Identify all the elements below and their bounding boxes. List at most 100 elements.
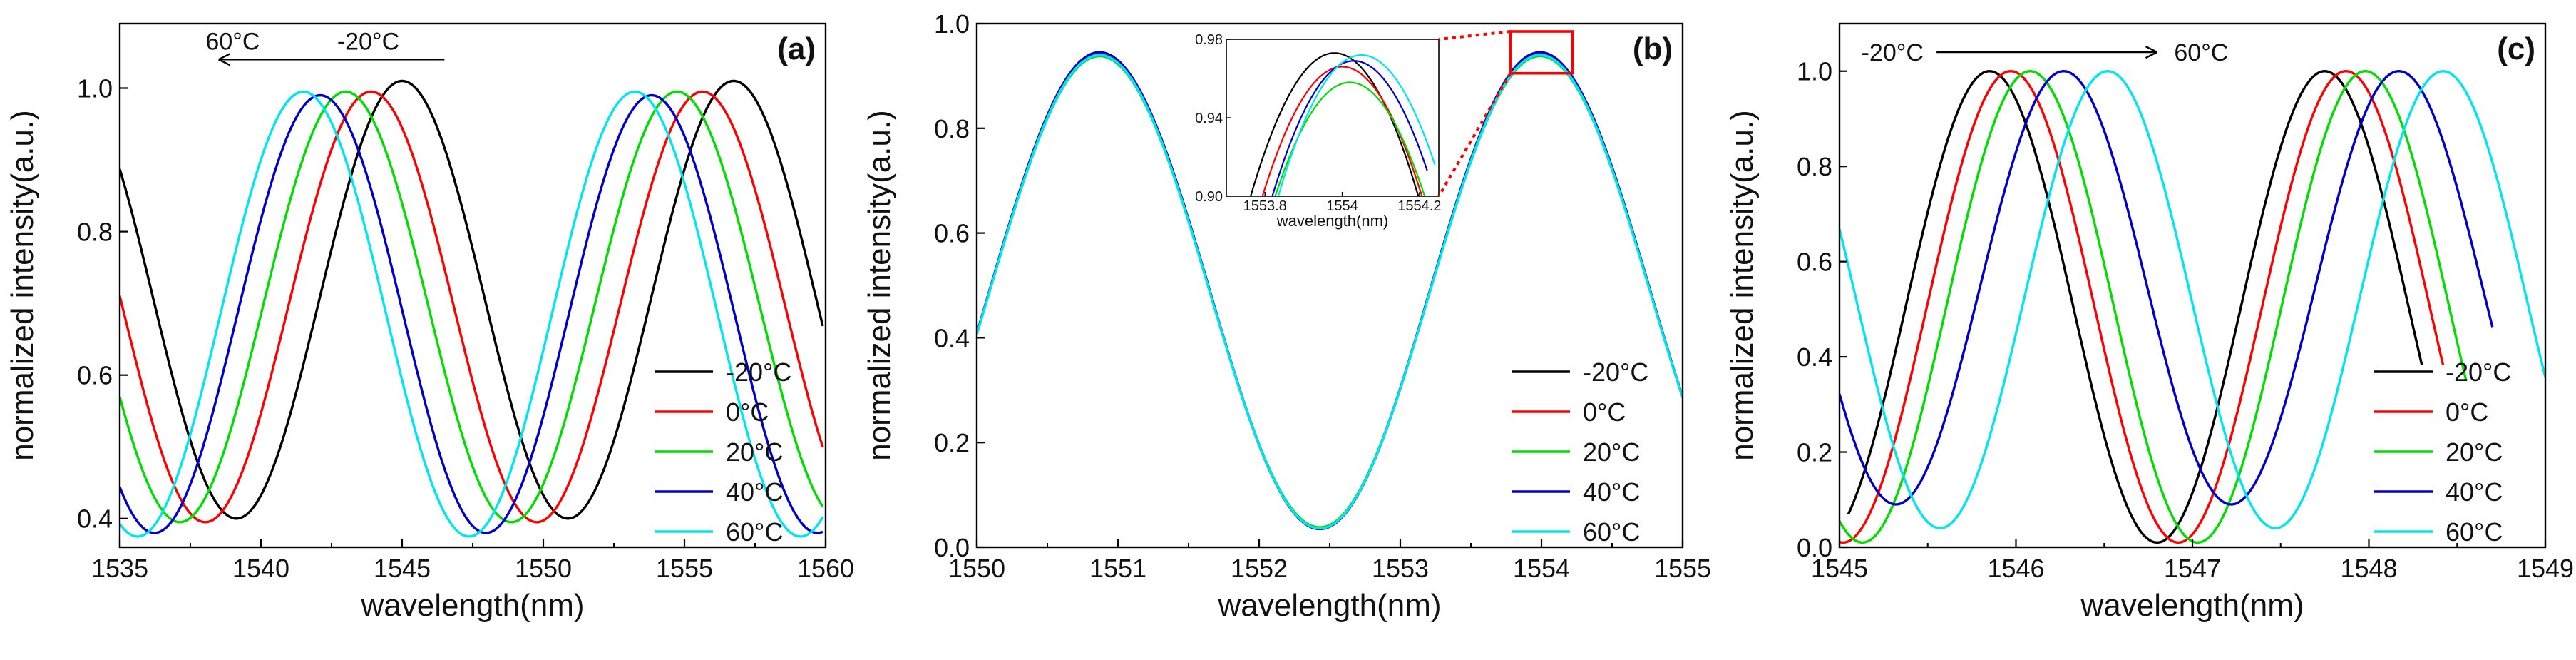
legend-label: 60°C xyxy=(1583,517,1640,547)
y-tick-label: 0.4 xyxy=(77,504,113,534)
y-tick-label: 0.98 xyxy=(1195,32,1223,48)
y-tick-label: 0.0 xyxy=(1797,533,1832,562)
annotation-text-left: -20°C xyxy=(1862,39,1924,66)
y-tick-label: 0.6 xyxy=(77,361,113,390)
x-axis-title: wavelength(nm) xyxy=(360,588,584,623)
series-group xyxy=(1839,70,2545,544)
legend-label: 40°C xyxy=(1583,477,1640,507)
panel-b: 1550 1551 1552 1553 1554 1555 0.0 0.2 0.4 0.6 0.8 1… xyxy=(862,9,1711,623)
series-line-a-2 xyxy=(120,90,824,524)
legend-label: 20°C xyxy=(726,437,783,467)
series-line-c-2 xyxy=(1839,70,2468,544)
panel-label: (a) xyxy=(777,31,816,66)
series-line-a-1 xyxy=(120,90,824,524)
x-tick-label: 1545 xyxy=(374,554,431,583)
x-tick-label: 1540 xyxy=(232,554,289,583)
legend-label: 0°C xyxy=(2446,397,2488,427)
legend-label: 0°C xyxy=(726,397,769,427)
x-tick-label: 1545 xyxy=(1811,554,1868,583)
y-tick-label: 0.2 xyxy=(1797,438,1832,467)
panel-b-inset: 1553.8 1554 1554.2 0.90 0.94 0.98 wavelength(n… xyxy=(1195,32,1441,230)
y-tick-label: 0.8 xyxy=(77,218,113,247)
x-tick-label: 1535 xyxy=(91,554,148,583)
x-tick-label: 1555 xyxy=(656,554,713,583)
legend-label: 0°C xyxy=(1583,397,1626,427)
y-tick-label: 0.6 xyxy=(934,219,970,248)
legend-label: -20°C xyxy=(1583,357,1648,387)
x-tick-label: 1555 xyxy=(1654,554,1711,583)
series-line-c-4 xyxy=(1839,70,2545,529)
annotation-text-left: 60°C xyxy=(205,28,260,55)
legend-label: -20°C xyxy=(726,357,791,387)
series-line-c-1 xyxy=(1839,70,2445,544)
x-axis-title: wavelength(nm) xyxy=(2080,588,2304,623)
x-tick-label: 1550 xyxy=(515,554,572,583)
x-tick-label: 1548 xyxy=(2340,554,2397,583)
inset-background xyxy=(1226,39,1439,196)
x-tick-label: 1551 xyxy=(1089,554,1146,583)
y-tick-label: 0.4 xyxy=(1797,342,1832,372)
series-line-a-4 xyxy=(120,90,824,538)
x-tick-label: 1553.8 xyxy=(1243,198,1287,214)
legend-label: 40°C xyxy=(726,477,783,507)
y-tick-label: 0.4 xyxy=(934,323,970,352)
legend: -20°C 0°C 20°C 40°C 60°C xyxy=(2374,357,2511,547)
legend-label: -20°C xyxy=(2446,357,2511,387)
series-line-b-4 xyxy=(977,54,1683,530)
y-axis-title: normalized intensity(a.u.) xyxy=(5,110,40,461)
series-group xyxy=(120,79,824,538)
series-group xyxy=(1249,52,1436,196)
legend-label: 20°C xyxy=(2446,437,2503,467)
series-line-b-inset-0 xyxy=(1249,52,1420,196)
zoom-connector-top xyxy=(1438,30,1511,41)
x-tick-label: 1554.2 xyxy=(1397,198,1441,214)
plot-frame xyxy=(1838,22,2547,549)
panel-label: (b) xyxy=(1633,31,1673,66)
annotation-arrow-head xyxy=(2145,45,2158,59)
series-line-b-inset-3 xyxy=(1271,60,1428,196)
series-line-c-3 xyxy=(1839,70,2494,506)
legend-label: 20°C xyxy=(1583,437,1640,467)
series-group xyxy=(977,51,1683,530)
legend-label: 60°C xyxy=(2446,517,2503,547)
x-tick-label: 1547 xyxy=(2164,554,2221,583)
legend-label: 60°C xyxy=(726,517,783,547)
annotation-text-right: -20°C xyxy=(337,28,399,55)
x-tick-label: 1549 xyxy=(2517,554,2574,583)
series-line-a-0 xyxy=(120,79,824,520)
series-line-c-0 xyxy=(1847,70,2423,544)
y-tick-label: 0.90 xyxy=(1195,189,1223,205)
legend: -20°C 0°C 20°C 40°C 60°C xyxy=(1512,357,1648,547)
zoom-connector-bottom xyxy=(1437,72,1512,198)
x-axis-title: wavelength(nm) xyxy=(1276,212,1389,230)
panel-a: 1535 1540 1545 1550 1555 1560 0.4 0.6 0.8 1.0 wave… xyxy=(5,22,854,623)
panel-c: 1545 1546 1547 1548 1549 0.0 0.2 0.4 0.6 0.8 1.0 wa… xyxy=(1725,22,2574,623)
panel-label: (c) xyxy=(2497,31,2535,66)
x-tick-label: 1550 xyxy=(948,554,1005,583)
x-tick-label: 1554 xyxy=(1326,198,1358,214)
y-tick-label: 0.2 xyxy=(934,428,970,457)
y-axis-title: normalized intensity(a.u.) xyxy=(1725,110,1760,461)
zoom-highlight-box xyxy=(1509,30,1574,75)
annotation-arrow-head xyxy=(218,53,231,66)
series-line-a-3 xyxy=(120,93,823,534)
y-tick-label: 0.94 xyxy=(1195,111,1223,126)
x-tick-label: 1553 xyxy=(1372,554,1429,583)
x-tick-label: 1552 xyxy=(1231,554,1288,583)
annotation-text-right: 60°C xyxy=(2174,39,2228,66)
y-tick-label: 1.0 xyxy=(1797,57,1832,86)
x-tick-label: 1560 xyxy=(797,554,854,583)
y-tick-label: 0.6 xyxy=(1797,248,1832,277)
y-tick-label: 0.8 xyxy=(1797,152,1832,181)
y-axis-title: normalized intensity(a.u.) xyxy=(862,110,897,461)
y-tick-label: 0.8 xyxy=(934,114,970,143)
y-tick-label: 1.0 xyxy=(934,9,970,39)
y-tick-label: 0.0 xyxy=(934,533,970,562)
series-line-b-inset-4 xyxy=(1277,54,1436,196)
series-line-b-inset-2 xyxy=(1274,81,1426,196)
x-axis-title: wavelength(nm) xyxy=(1217,588,1441,623)
x-tick-label: 1546 xyxy=(1987,554,2044,583)
x-tick-label: 1554 xyxy=(1513,554,1570,583)
legend-label: 40°C xyxy=(2446,477,2503,507)
